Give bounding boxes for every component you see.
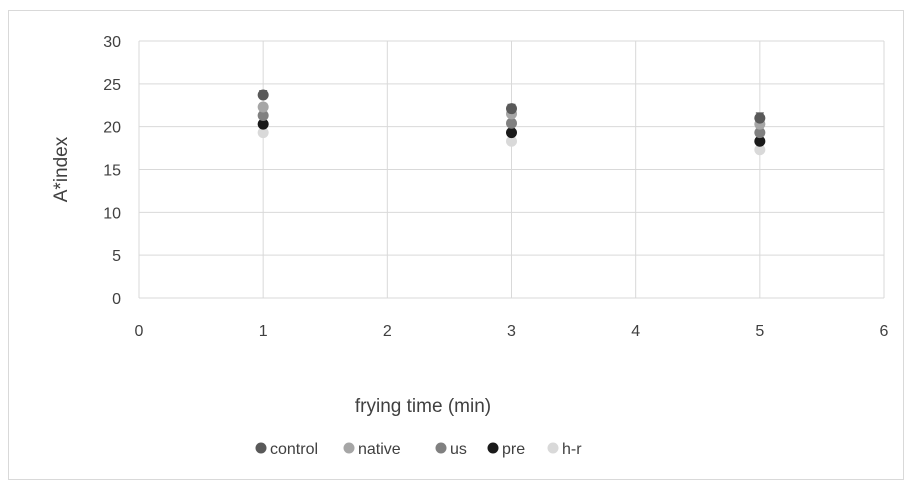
data-point-h-r	[257, 127, 269, 139]
legend-marker-us	[435, 442, 447, 454]
legend-marker-pre	[487, 442, 499, 454]
data-point-control	[506, 103, 517, 115]
y-tick-label: 25	[103, 77, 121, 94]
legend-marker-h-r	[547, 442, 559, 454]
data-point-native	[257, 101, 269, 113]
data-point-control	[754, 112, 766, 124]
legend-label: pre	[502, 441, 525, 458]
x-tick-label: 0	[135, 323, 144, 340]
data-point-pre	[257, 118, 269, 130]
y-tick-label: 0	[112, 291, 121, 308]
legend-marker-native	[343, 442, 355, 454]
legend-label: us	[450, 441, 467, 458]
legend-label: native	[358, 441, 401, 458]
legend-label: h-r	[562, 441, 582, 458]
x-tick-label: 4	[631, 323, 640, 340]
data-point-pre	[506, 127, 517, 139]
chart-frame: 0 5 10 15 20 25 30 0 1 2 3 4 5 6 frying time (min) A*in…	[8, 10, 904, 480]
data-point-us	[257, 110, 269, 122]
y-tick-label: 30	[103, 34, 121, 51]
legend-label: control	[270, 441, 318, 458]
y-tick-label: 10	[103, 205, 121, 222]
data-point-h-r	[754, 144, 766, 156]
legend-marker-control	[255, 442, 267, 454]
x-axis-title: frying time (min)	[355, 396, 491, 417]
data-point-us	[506, 117, 517, 129]
y-tick-label: 5	[112, 248, 121, 265]
x-tick-label: 2	[383, 323, 392, 340]
data-point-us	[754, 127, 766, 139]
x-tick-label: 1	[259, 323, 268, 340]
x-tick-label: 5	[755, 323, 764, 340]
y-tick-label: 20	[103, 120, 121, 137]
y-axis-title: A*index	[51, 136, 72, 202]
data-point-pre	[754, 135, 766, 147]
y-tick-label: 15	[103, 163, 121, 180]
scatter-chart: 0 5 10 15 20 25 30 0 1 2 3 4 5 6 frying time (min) A*in…	[51, 34, 889, 458]
data-point-control	[257, 89, 269, 101]
x-tick-label: 3	[507, 323, 516, 340]
data-point-h-r	[506, 135, 517, 147]
x-tick-label: 6	[880, 323, 889, 340]
